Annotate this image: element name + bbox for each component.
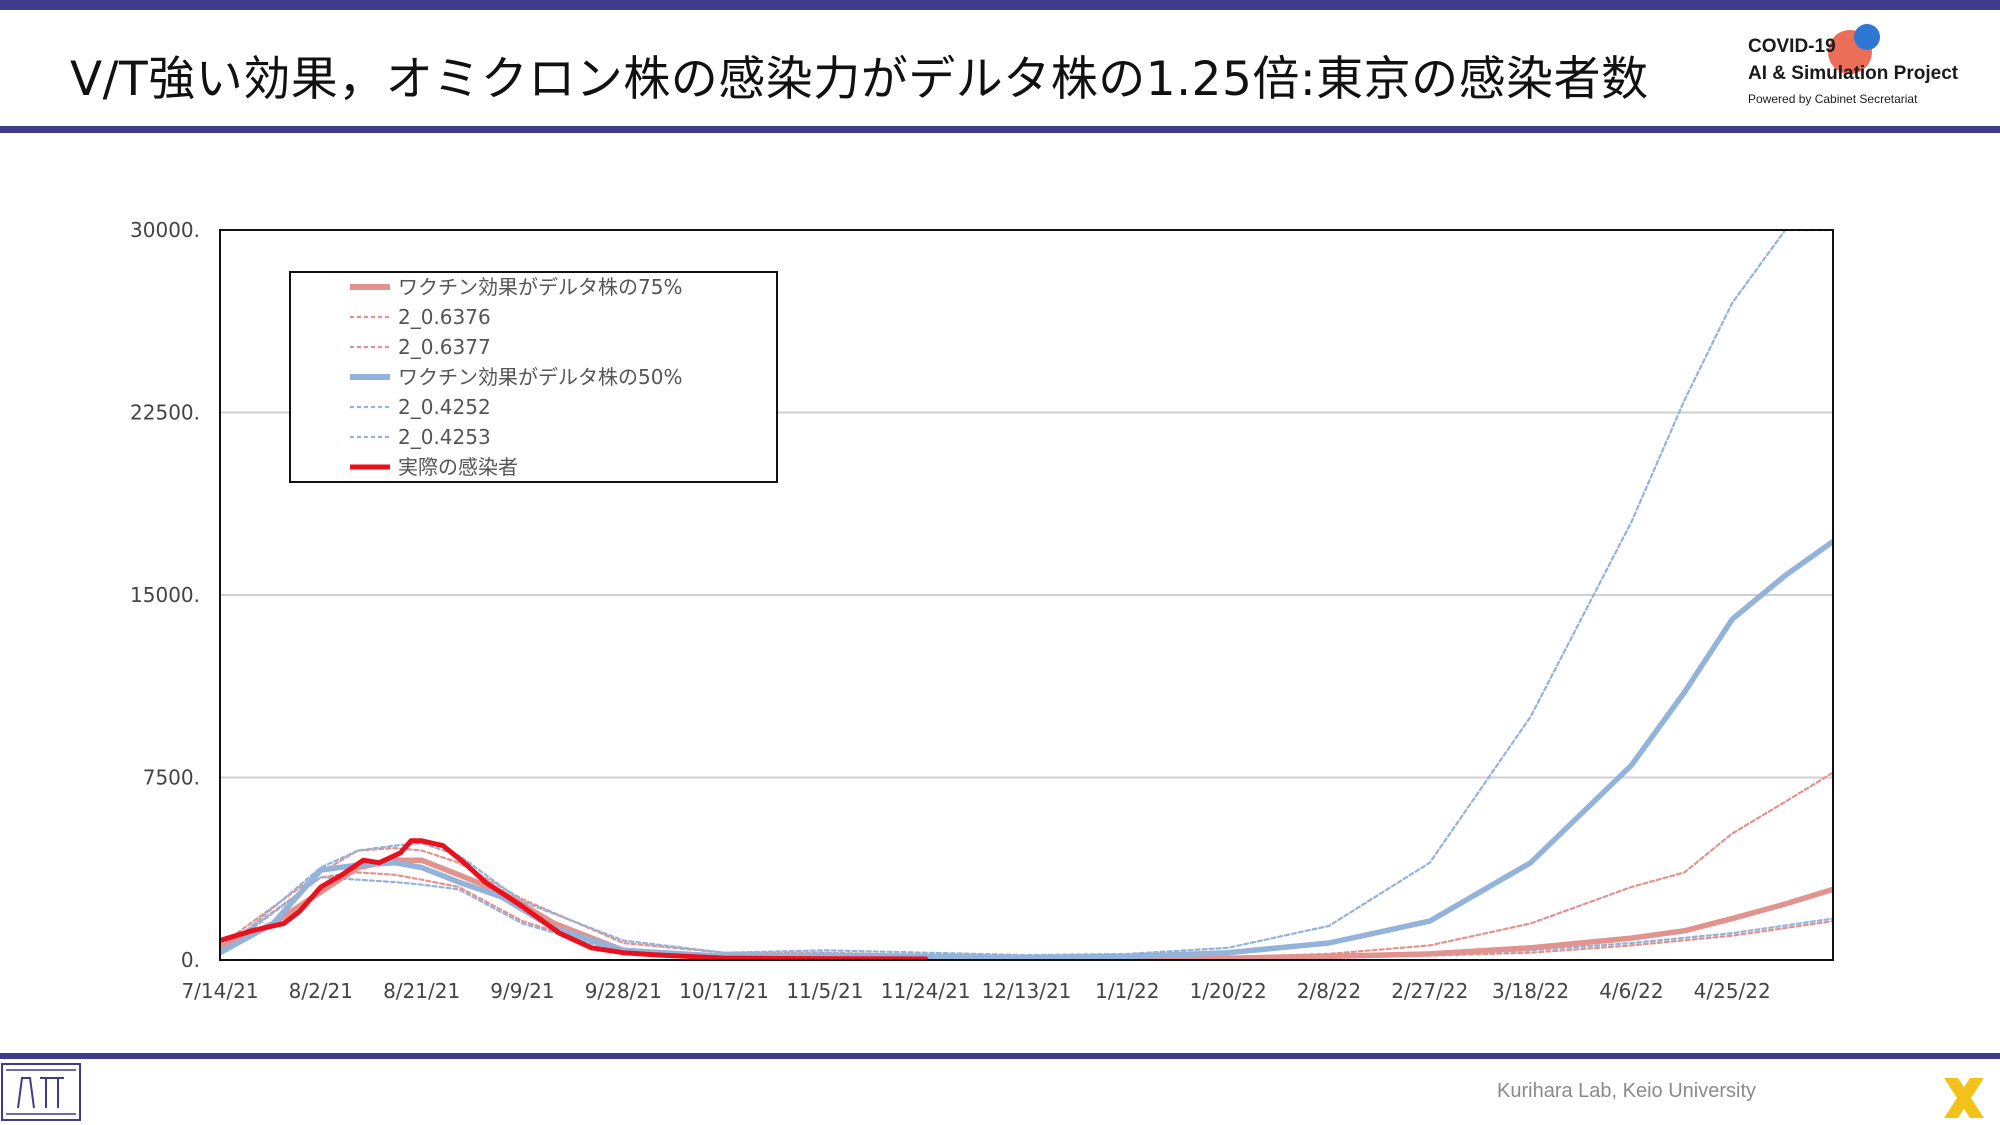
x-tick-label: 8/2/21 xyxy=(289,979,353,1003)
page-title: V/T強い効果，オミクロン株の感染力がデルタ株の1.25倍:東京の感染者数 xyxy=(70,52,1649,107)
legend-label-0: ワクチン効果がデルタ株の75% xyxy=(398,275,682,299)
series-line-3 xyxy=(220,538,1833,960)
x-tick-label: 1/1/22 xyxy=(1095,979,1159,1003)
logo-line1: COVID-19 xyxy=(1748,36,1836,57)
logo-line3: Powered by Cabinet Secretariat xyxy=(1748,92,1918,106)
x-tick-label: 2/8/22 xyxy=(1297,979,1361,1003)
y-tick-label: 7500. xyxy=(143,766,200,790)
x-tick-label: 9/9/21 xyxy=(490,979,554,1003)
y-tick-label: 30000. xyxy=(130,218,200,242)
chart-container: 0. 7500. 15000. 22500. 30000. 7/14/21 8/2/21 8/… xyxy=(0,140,2000,1020)
legend-label-2: 2_0.6377 xyxy=(398,335,491,359)
legend-label-6: 実際の感染者 xyxy=(398,455,518,479)
legend-label-4: 2_0.4252 xyxy=(398,395,491,419)
lab-logo-icon xyxy=(1,1063,81,1121)
x-tick-label: 11/24/21 xyxy=(881,979,971,1003)
x-tick-label: 9/28/21 xyxy=(585,979,662,1003)
x-tick-label: 8/21/21 xyxy=(383,979,460,1003)
x-tick-label: 11/5/21 xyxy=(786,979,863,1003)
legend-label-5: 2_0.4253 xyxy=(398,425,491,449)
y-tick-label: 15000. xyxy=(130,583,200,607)
series-line-0 xyxy=(220,857,1833,960)
logo-blue-dot-icon xyxy=(1854,24,1880,50)
x-tick-label: 4/6/22 xyxy=(1599,979,1663,1003)
legend-label-1: 2_0.6376 xyxy=(398,305,491,329)
y-tick-label: 22500. xyxy=(130,401,200,425)
top-accent-bar xyxy=(0,0,2000,10)
x-tick-label: 4/25/22 xyxy=(1694,979,1771,1003)
project-logo: COVID-19 AI & Simulation Project Powered… xyxy=(1748,20,1988,120)
legend-label-3: ワクチン効果がデルタ株の50% xyxy=(398,365,682,389)
series-line-1 xyxy=(220,771,1833,960)
footer-credit: Kurihara Lab, Keio University xyxy=(1497,1080,1757,1102)
footer-divider xyxy=(0,1053,2000,1059)
x-tick-label: 2/27/22 xyxy=(1391,979,1468,1003)
x-tick-label: 12/13/21 xyxy=(982,979,1072,1003)
x-tick-label: 7/14/21 xyxy=(181,979,258,1003)
header-divider xyxy=(0,126,2000,133)
y-tick-label: 0. xyxy=(181,948,200,972)
x-tick-label: 10/17/21 xyxy=(679,979,769,1003)
line-chart: 0. 7500. 15000. 22500. 30000. 7/14/21 8/2/21 8/… xyxy=(130,218,1834,1003)
plot-frame xyxy=(219,229,1834,961)
x-tick-label: 1/20/22 xyxy=(1190,979,1267,1003)
x-tick-label: 3/18/22 xyxy=(1492,979,1569,1003)
x-logo-icon xyxy=(1944,1078,1984,1118)
logo-line2: AI & Simulation Project xyxy=(1748,63,1959,84)
series-line-6 xyxy=(220,838,929,960)
